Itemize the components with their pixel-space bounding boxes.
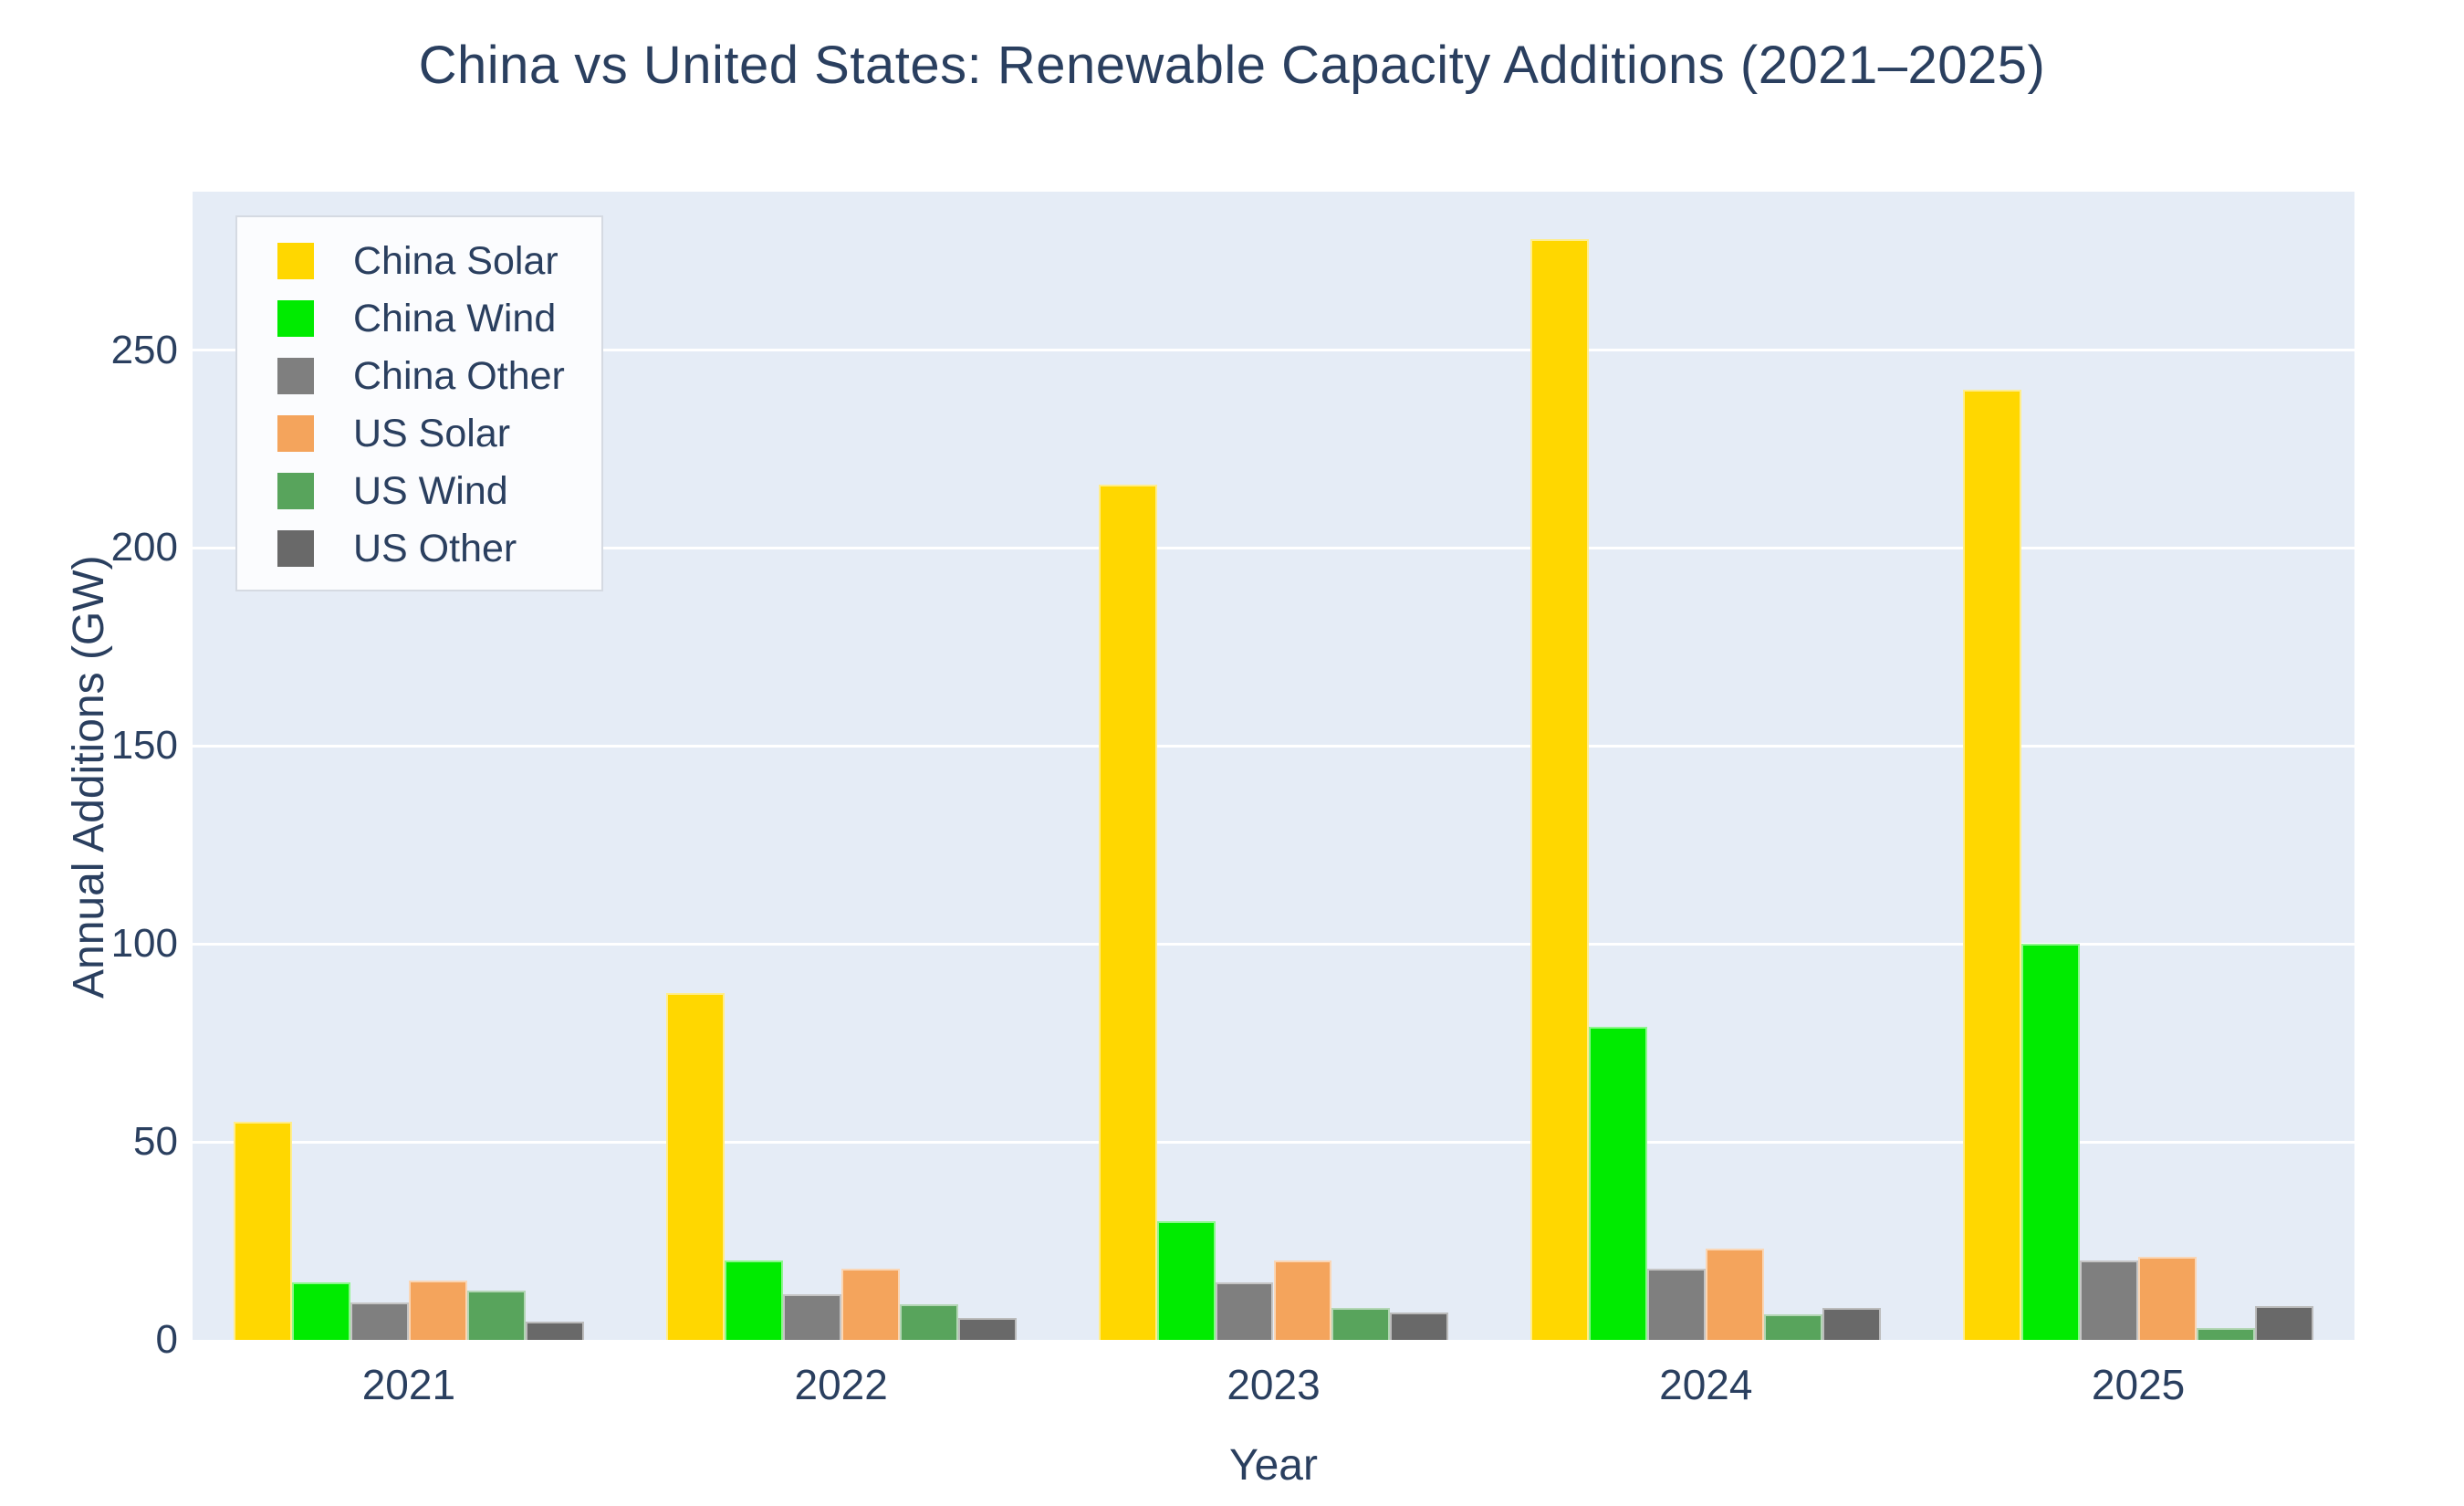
legend-item-us-other[interactable]: US Other <box>237 521 601 579</box>
bar-china-wind-2023 <box>1156 1220 1216 1340</box>
legend-label-us-other: US Other <box>353 527 517 570</box>
y-tick-label-250: 250 <box>110 327 178 372</box>
bar-us-other-2024 <box>1822 1308 1882 1340</box>
bar-china-wind-2022 <box>724 1260 783 1340</box>
legend-item-china-other[interactable]: China Other <box>237 349 601 406</box>
gridline-150 <box>193 744 2354 748</box>
legend-swatch-us-other <box>277 530 314 567</box>
legend-label-china-solar: China Solar <box>353 239 559 283</box>
y-tick-label-0: 0 <box>155 1317 178 1362</box>
x-tick-label-2022: 2022 <box>794 1361 888 1408</box>
bar-china-solar-2025 <box>1963 389 2022 1340</box>
y-tick-label-150: 150 <box>110 723 178 769</box>
y-tick-label-50: 50 <box>133 1119 178 1165</box>
bar-china-wind-2021 <box>291 1282 350 1340</box>
legend-label-us-solar: US Solar <box>353 412 511 455</box>
bar-us-wind-2022 <box>899 1303 958 1340</box>
legend-item-china-solar[interactable]: China Solar <box>237 234 601 291</box>
bar-china-solar-2021 <box>234 1122 292 1340</box>
x-axis-title: Year <box>1229 1441 1318 1490</box>
legend-item-china-wind[interactable]: China Wind <box>237 291 601 349</box>
bar-china-solar-2022 <box>665 993 725 1340</box>
x-tick-label-2023: 2023 <box>1227 1361 1321 1408</box>
legend-swatch-us-wind <box>277 473 314 509</box>
bar-china-other-2025 <box>2080 1260 2139 1340</box>
bar-china-wind-2025 <box>2021 944 2081 1340</box>
bar-us-solar-2023 <box>1273 1260 1332 1340</box>
legend-label-china-wind: China Wind <box>353 297 557 340</box>
legend-item-us-solar[interactable]: US Solar <box>237 406 601 464</box>
chart-title: China vs United States: Renewable Capaci… <box>418 36 2046 95</box>
legend-swatch-china-other <box>277 358 314 394</box>
legend-swatch-us-solar <box>277 415 314 452</box>
legend-item-us-wind[interactable]: US Wind <box>237 464 601 521</box>
bar-china-other-2024 <box>1647 1268 1707 1340</box>
x-tick-label-2025: 2025 <box>2091 1361 2186 1408</box>
y-tick-label-200: 200 <box>110 525 178 570</box>
legend-label-china-other: China Other <box>353 354 565 398</box>
bar-us-wind-2023 <box>1331 1308 1391 1340</box>
x-tick-label-2021: 2021 <box>361 1361 456 1408</box>
gridline-100 <box>193 942 2354 946</box>
bar-us-wind-2025 <box>2197 1328 2256 1340</box>
gridline-200 <box>193 546 2354 549</box>
bar-china-solar-2023 <box>1098 485 1157 1340</box>
bar-us-other-2021 <box>525 1322 584 1340</box>
legend-swatch-china-wind <box>277 300 314 337</box>
bar-us-solar-2022 <box>840 1268 900 1340</box>
legend: China Solar China Wind China Other US Solar… <box>235 215 603 591</box>
bar-china-other-2022 <box>782 1294 841 1340</box>
bar-china-other-2021 <box>350 1302 409 1340</box>
bar-us-wind-2024 <box>1764 1313 1823 1340</box>
bar-us-wind-2021 <box>466 1290 526 1340</box>
x-tick-label-2024: 2024 <box>1659 1361 1753 1408</box>
gridline-50 <box>193 1140 2354 1144</box>
bar-us-other-2025 <box>2255 1306 2313 1340</box>
bar-us-solar-2024 <box>1706 1249 1765 1340</box>
bar-china-solar-2024 <box>1530 239 1590 1340</box>
bar-china-other-2023 <box>1215 1282 1274 1340</box>
gridline-250 <box>193 349 2354 352</box>
y-tick-label-100: 100 <box>110 921 178 967</box>
legend-label-us-wind: US Wind <box>353 469 508 513</box>
bar-us-other-2022 <box>957 1318 1017 1340</box>
bar-us-solar-2025 <box>2138 1256 2198 1340</box>
bar-us-other-2023 <box>1390 1312 1449 1340</box>
bar-us-solar-2021 <box>408 1280 467 1340</box>
legend-swatch-china-solar <box>277 243 314 279</box>
bar-china-wind-2024 <box>1589 1027 1648 1340</box>
